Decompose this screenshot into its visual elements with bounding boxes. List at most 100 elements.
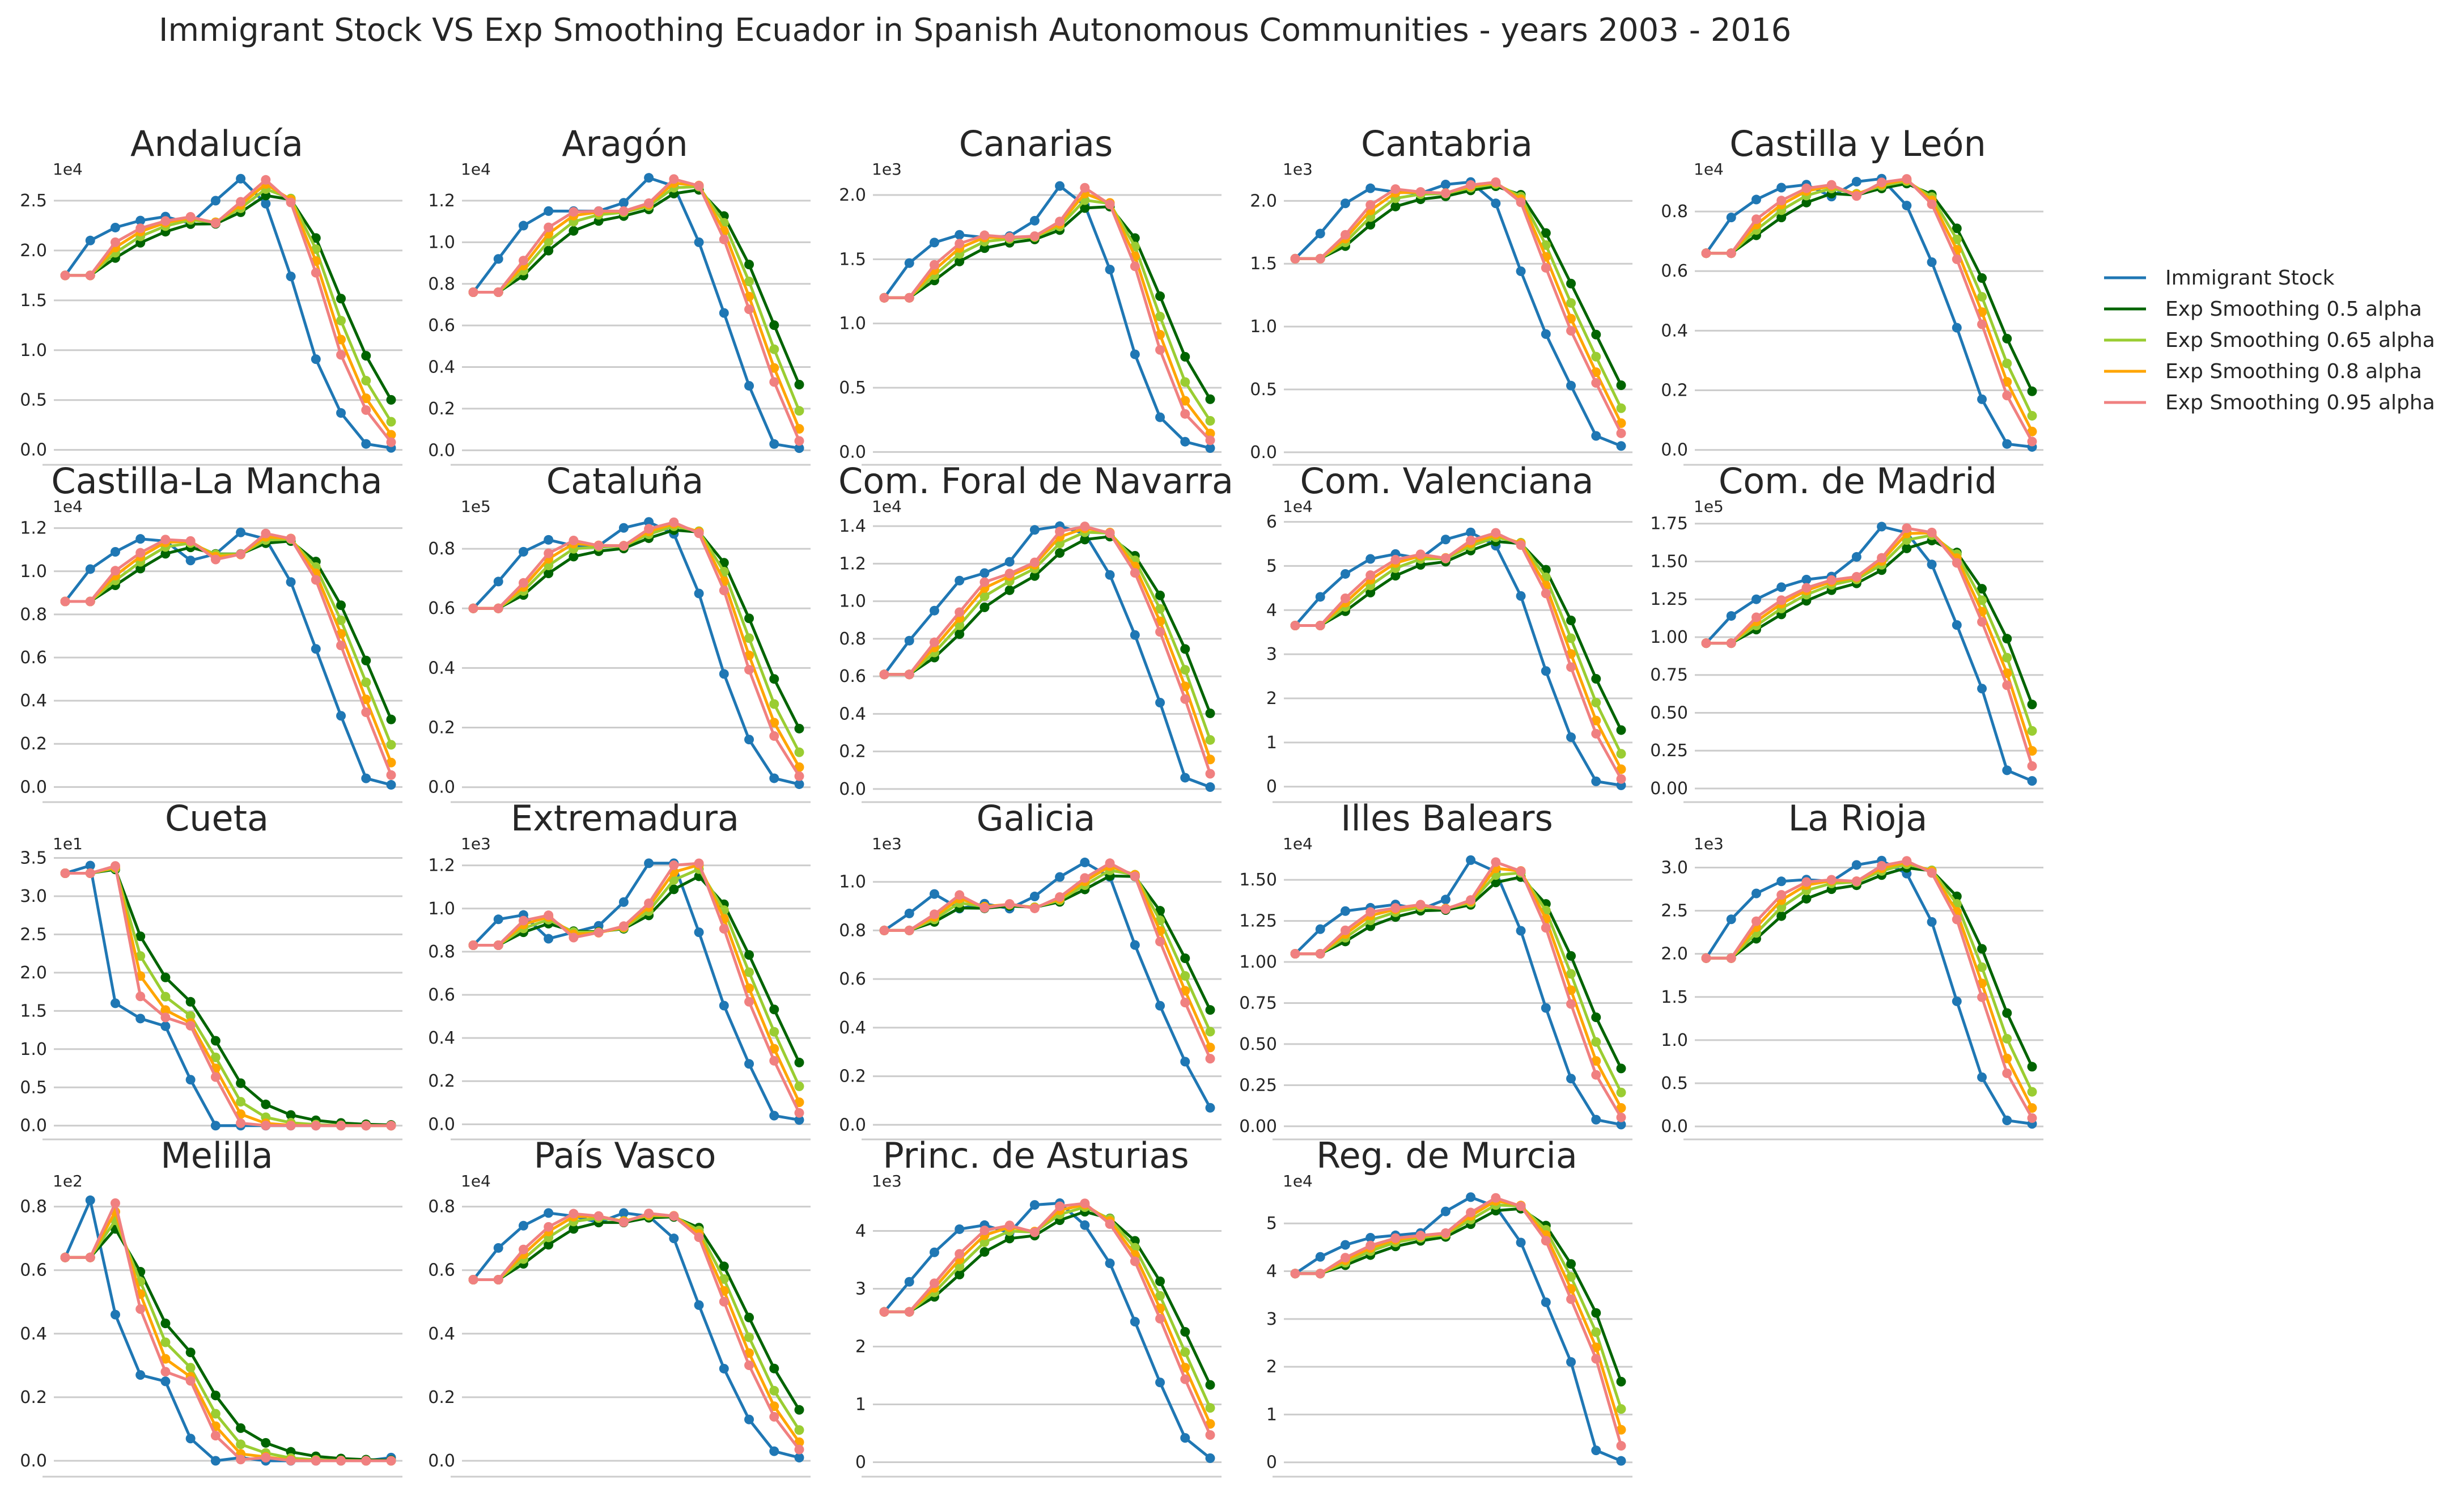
y-tick-label: 1.00 xyxy=(1239,952,1277,972)
data-point xyxy=(1851,552,1861,562)
data-point xyxy=(110,861,120,871)
data-point xyxy=(1205,782,1215,792)
data-point xyxy=(1315,1252,1325,1262)
data-point xyxy=(1155,604,1165,614)
y-tick-label: 0.2 xyxy=(20,1388,47,1408)
data-point xyxy=(694,588,704,599)
y-tick-label: 0.0 xyxy=(839,442,866,462)
data-point xyxy=(744,1312,754,1322)
subplot-canarias: Canarias 1e3 0.0 0.5 1.0 1.5 2.0 xyxy=(839,123,1222,466)
axis-multiplier: 1e4 xyxy=(1283,1172,1313,1190)
data-point xyxy=(955,575,965,586)
y-tick-label: 2.0 xyxy=(20,241,47,261)
data-point xyxy=(1591,715,1601,726)
subplot-title: Extremadura xyxy=(511,798,739,839)
y-tick-label: 1.5 xyxy=(1661,987,1688,1007)
data-point xyxy=(135,563,146,574)
data-point xyxy=(904,1277,914,1287)
data-point xyxy=(1616,403,1626,413)
data-point xyxy=(1004,585,1015,595)
data-point xyxy=(1616,1404,1626,1414)
series-exp-smoothing-0-95-alpha xyxy=(60,528,396,780)
data-point xyxy=(979,577,990,587)
data-point xyxy=(544,535,554,545)
data-point xyxy=(2002,358,2012,368)
y-tick-label: 0.0 xyxy=(20,777,47,797)
data-point xyxy=(1029,215,1040,226)
data-point xyxy=(744,276,754,286)
data-point xyxy=(361,393,371,404)
data-point xyxy=(1977,684,1987,694)
data-point xyxy=(185,1347,196,1358)
data-point xyxy=(1080,873,1090,883)
data-point xyxy=(1415,900,1426,910)
data-point xyxy=(1616,764,1626,774)
y-tick-label: 0.6 xyxy=(428,1261,455,1281)
series-line xyxy=(884,185,1211,442)
data-point xyxy=(1340,1240,1350,1250)
data-point xyxy=(904,669,914,680)
data-point xyxy=(185,1363,196,1373)
data-point xyxy=(1616,1456,1626,1466)
series-line xyxy=(1706,182,2034,392)
data-point xyxy=(2002,652,2012,663)
axis-multiplier: 1e3 xyxy=(872,1172,902,1190)
data-point xyxy=(361,1121,371,1131)
y-tick-label: 6 xyxy=(1266,512,1277,532)
y-tick-label: 1.2 xyxy=(428,856,455,876)
data-point xyxy=(1877,553,1887,563)
data-point xyxy=(1440,535,1451,545)
data-point xyxy=(1977,962,1987,972)
data-point xyxy=(1776,595,1787,605)
data-point xyxy=(1591,728,1601,739)
data-point xyxy=(929,1278,939,1288)
data-point xyxy=(744,967,754,977)
data-point xyxy=(694,181,704,191)
data-point xyxy=(1105,528,1115,539)
data-point xyxy=(1340,198,1350,209)
series-exp-smoothing-0-8-alpha xyxy=(1701,857,2037,1113)
data-point xyxy=(794,423,804,434)
axis-multiplier: 1e3 xyxy=(1283,160,1313,179)
data-point xyxy=(1466,1207,1476,1218)
data-point xyxy=(160,535,171,545)
legend-item: Exp Smoothing 0.5 alpha xyxy=(2104,298,2422,321)
data-point xyxy=(1340,593,1350,603)
data-point xyxy=(1055,217,1065,227)
data-point xyxy=(110,1198,120,1208)
data-point xyxy=(1080,203,1090,213)
data-point xyxy=(1155,627,1165,637)
data-point xyxy=(1055,892,1065,902)
data-point xyxy=(1977,1072,1987,1082)
data-point xyxy=(160,1012,171,1023)
data-point xyxy=(769,377,779,387)
data-point xyxy=(468,940,478,950)
y-tick-label: 0.4 xyxy=(1661,321,1688,341)
y-tick-label: 2.5 xyxy=(1661,901,1688,921)
data-point xyxy=(1701,638,1711,648)
y-tick-label: 0.5 xyxy=(20,391,47,410)
legend-label: Exp Smoothing 0.5 alpha xyxy=(2165,298,2422,321)
series-line xyxy=(65,1217,392,1462)
y-tick-label: 0.00 xyxy=(1650,779,1688,799)
series-exp-smoothing-0-95-alpha xyxy=(1701,523,2037,771)
y-tick-label: 0.4 xyxy=(428,1028,455,1048)
data-point xyxy=(1591,351,1601,362)
data-point xyxy=(1029,525,1040,535)
series-exp-smoothing-0-95-alpha xyxy=(60,175,396,447)
data-point xyxy=(1927,199,1937,209)
data-point xyxy=(1029,231,1040,241)
y-tick-label: 1.0 xyxy=(1250,317,1277,337)
data-point xyxy=(336,350,346,360)
data-point xyxy=(1927,527,1937,537)
data-point xyxy=(794,762,804,772)
data-point xyxy=(929,1247,939,1257)
data-point xyxy=(261,528,271,539)
data-point xyxy=(2027,726,2037,736)
subplot-pais-vasco: País Vasco 1e4 0.0 0.2 0.4 0.6 0.8 xyxy=(428,1135,811,1478)
data-point xyxy=(493,1275,503,1285)
data-point xyxy=(955,1270,965,1280)
data-point xyxy=(1516,1201,1526,1211)
data-point xyxy=(794,1108,804,1118)
data-point xyxy=(769,699,779,709)
